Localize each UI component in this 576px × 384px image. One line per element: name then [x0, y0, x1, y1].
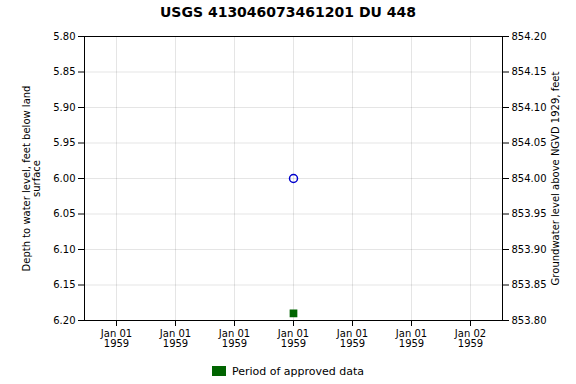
svg-text:5.95: 5.95	[53, 137, 75, 148]
svg-text:854.00: 854.00	[512, 173, 547, 184]
svg-text:853.95: 853.95	[512, 208, 547, 219]
svg-text:853.90: 853.90	[512, 244, 547, 255]
svg-text:854.10: 854.10	[512, 102, 547, 113]
svg-text:Jan 011959: Jan 011959	[336, 328, 368, 349]
svg-text:854.20: 854.20	[512, 31, 547, 42]
svg-text:Groundwater level above NGVD 1: Groundwater level above NGVD 1929, feet	[550, 72, 561, 286]
svg-text:Jan 021959: Jan 021959	[454, 328, 486, 349]
svg-text:6.15: 6.15	[53, 279, 75, 290]
svg-text:Depth to water level, feet bel: Depth to water level, feet below landsur…	[21, 86, 42, 272]
svg-text:5.85: 5.85	[53, 66, 75, 77]
svg-text:Jan 011959: Jan 011959	[395, 328, 427, 349]
svg-text:853.85: 853.85	[512, 279, 547, 290]
svg-text:6.00: 6.00	[53, 173, 75, 184]
html-text:USGS 413046073461201 DU 448: USGS 413046073461201 DU 448	[160, 4, 416, 20]
svg-text:5.80: 5.80	[53, 31, 75, 42]
svg-text:854.15: 854.15	[512, 66, 547, 77]
svg-text:5.90: 5.90	[53, 102, 75, 113]
svg-text:854.05: 854.05	[512, 137, 547, 148]
svg-text:6.10: 6.10	[53, 244, 75, 255]
svg-text:Jan 011959: Jan 011959	[277, 328, 309, 349]
svg-text:6.20: 6.20	[53, 315, 75, 326]
svg-text:853.80: 853.80	[512, 315, 547, 326]
svg-text:6.05: 6.05	[53, 208, 75, 219]
svg-text:Jan 011959: Jan 011959	[159, 328, 191, 349]
svg-text:Jan 011959: Jan 011959	[218, 328, 250, 349]
html-text:Period of approved data: Period of approved data	[231, 364, 365, 378]
svg-text:Jan 011959: Jan 011959	[100, 328, 132, 349]
